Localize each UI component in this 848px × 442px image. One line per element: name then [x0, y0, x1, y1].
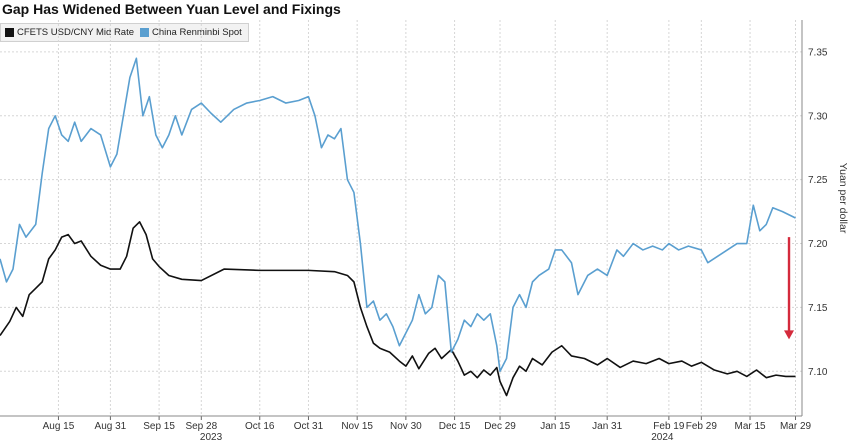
x-tick-label: Mar 29: [780, 421, 812, 432]
y-tick-label: 7.20: [808, 239, 828, 250]
y-tick-label: 7.35: [808, 47, 828, 58]
legend-swatch-spot: [140, 28, 150, 37]
x-tick-label: Dec 15: [439, 421, 471, 432]
year-label: 2023: [200, 432, 223, 442]
x-tick-label: Nov 15: [341, 421, 373, 432]
x-tick-label: Mar 15: [734, 421, 766, 432]
x-tick-label: Jan 15: [540, 421, 570, 432]
legend-item-spot: China Renminbi Spot: [140, 27, 242, 38]
annotation-arrow-head: [784, 330, 795, 340]
x-tick-label: Feb 29: [686, 421, 718, 432]
legend-swatch-mid-rate: [5, 28, 14, 37]
y-tick-label: 7.30: [808, 111, 828, 122]
x-tick-label: Dec 29: [484, 421, 516, 432]
series-line-mid-rate: [0, 221, 796, 397]
x-tick-label: Feb 19: [653, 421, 685, 432]
y-tick-label: 7.10: [808, 367, 828, 378]
x-tick-label: Sep 15: [143, 421, 175, 432]
x-tick-label: Jan 31: [592, 421, 622, 432]
x-tick-label: Oct 16: [245, 421, 275, 432]
year-label: 2024: [651, 432, 674, 442]
x-tick-label: Nov 30: [390, 421, 422, 432]
x-tick-label: Aug 15: [43, 421, 75, 432]
legend-label-mid-rate: CFETS USD/CNY Mid Rate: [17, 27, 135, 38]
legend-label-spot: China Renminbi Spot: [152, 27, 242, 38]
chart-legend: CFETS USD/CNY Mid Rate China Renminbi Sp…: [0, 23, 249, 42]
x-tick-label: Oct 31: [294, 421, 324, 432]
y-tick-label: 7.25: [808, 175, 828, 186]
y-axis-label: Yuan per dollar: [837, 163, 848, 234]
series-line-spot: [0, 57, 796, 373]
grid: [0, 20, 802, 416]
y-tick-label: 7.15: [808, 303, 828, 314]
x-tick-label: Aug 31: [95, 421, 127, 432]
chart-title: Gap Has Widened Between Yuan Level and F…: [2, 1, 341, 17]
x-tick-label: Sep 28: [185, 421, 217, 432]
legend-item-mid-rate: CFETS USD/CNY Mid Rate: [5, 27, 134, 38]
